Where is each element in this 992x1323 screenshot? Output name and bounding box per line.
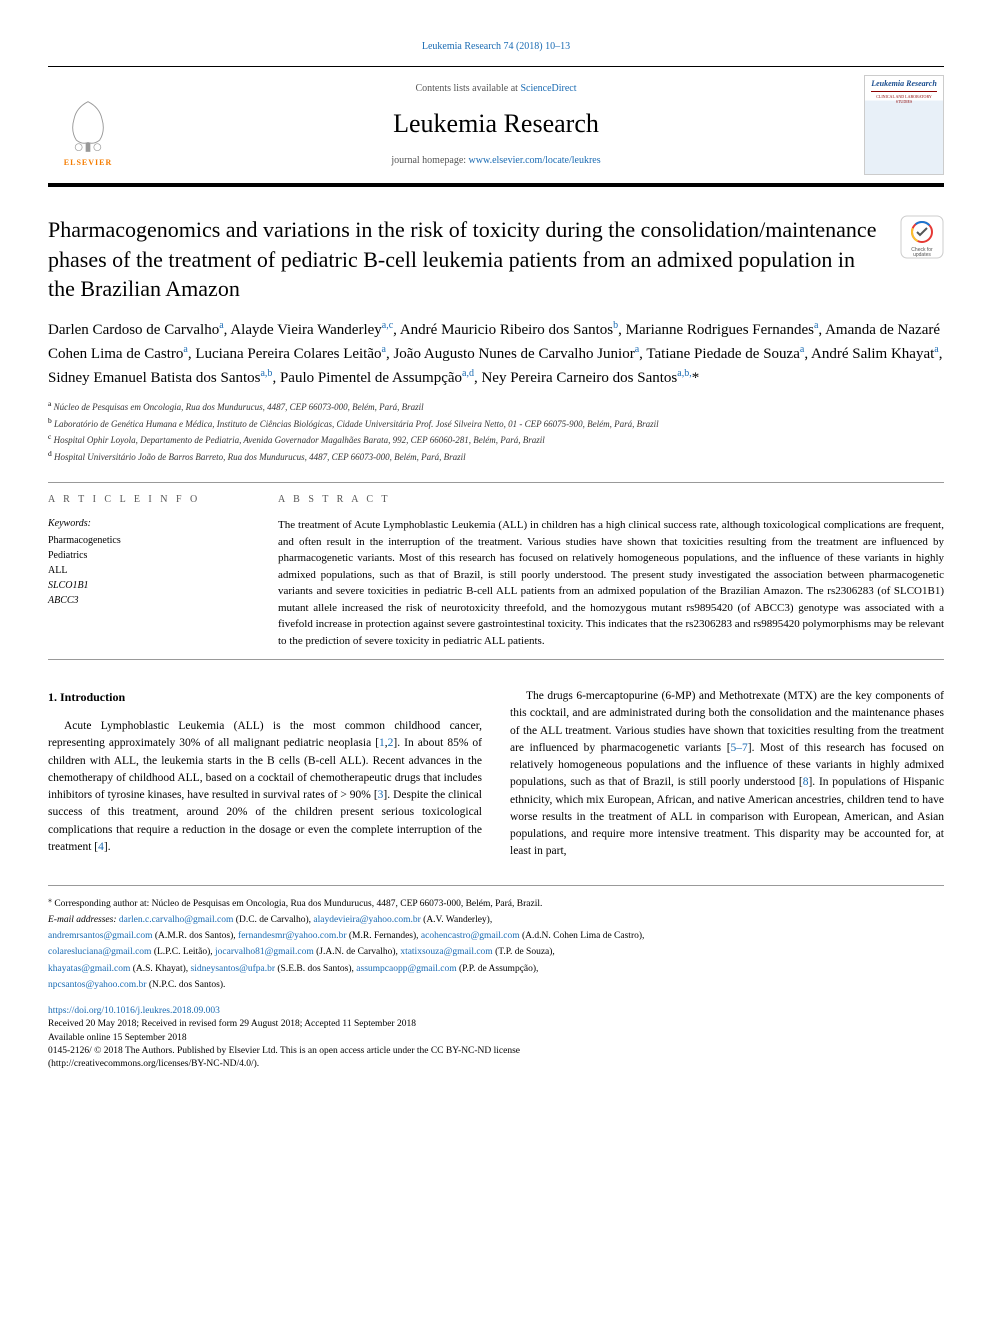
divider (48, 482, 944, 483)
keywords-list: PharmacogeneticsPediatricsALLSLCO1B1ABCC… (48, 533, 248, 608)
email-link[interactable]: jocarvalho81@gmail.com (215, 947, 314, 957)
email-link[interactable]: andremrsantos@gmail.com (48, 931, 153, 941)
journal-cover-thumbnail[interactable]: Leukemia Research CLINICAL AND LABORATOR… (864, 75, 944, 175)
crossmark-badge[interactable]: Check for updates (900, 215, 944, 259)
journal-title: Leukemia Research (128, 106, 864, 142)
body-section: 1. Introduction Acute Lymphoblastic Leuk… (48, 688, 944, 861)
journal-citation-link[interactable]: Leukemia Research 74 (2018) 10–13 (422, 41, 570, 52)
license-url: (http://creativecommons.org/licenses/BY-… (48, 1058, 944, 1071)
info-abstract-row: A R T I C L E I N F O Keywords: Pharmaco… (48, 493, 944, 649)
email-link[interactable]: colaresluciana@gmail.com (48, 947, 151, 957)
journal-citation: Leukemia Research 74 (2018) 10–13 (48, 40, 944, 54)
abstract-label: A B S T R A C T (278, 493, 944, 507)
homepage-line: journal homepage: www.elsevier.com/locat… (128, 154, 864, 168)
elsevier-logo[interactable]: ELSEVIER (48, 80, 128, 170)
homepage-link[interactable]: www.elsevier.com/locate/leukres (469, 155, 601, 166)
email-link[interactable]: khayatas@gmail.com (48, 964, 130, 974)
email-addresses: colaresluciana@gmail.com (L.P.C. Leitão)… (48, 945, 944, 959)
email-link[interactable]: npcsantos@yahoo.com.br (48, 980, 146, 990)
svg-text:updates: updates (913, 252, 931, 258)
body-columns: 1. Introduction Acute Lymphoblastic Leuk… (48, 688, 944, 861)
header-center: Contents lists available at ScienceDirec… (128, 82, 864, 168)
keywords-label: Keywords: (48, 517, 248, 531)
email-link[interactable]: alaydevieira@yahoo.com.br (313, 915, 420, 925)
crossmark-icon: Check for updates (900, 215, 944, 259)
email-addresses: npcsantos@yahoo.com.br (N.P.C. dos Santo… (48, 978, 944, 992)
contents-line: Contents lists available at ScienceDirec… (128, 82, 864, 96)
abstract-text: The treatment of Acute Lymphoblastic Leu… (278, 517, 944, 649)
article-info-label: A R T I C L E I N F O (48, 493, 248, 507)
article-info: A R T I C L E I N F O Keywords: Pharmaco… (48, 493, 248, 649)
doi-link[interactable]: https://doi.org/10.1016/j.leukres.2018.0… (48, 1006, 220, 1016)
section-heading: 1. Introduction (48, 688, 482, 706)
corresponding-author: ⁎ Corresponding author at: Núcleo de Pes… (48, 894, 944, 911)
affiliations: a Núcleo de Pesquisas em Oncologia, Rua … (48, 398, 944, 464)
authors-list: Darlen Cardoso de Carvalhoa, Alayde Viei… (48, 318, 944, 390)
email-addresses: andremrsantos@gmail.com (A.M.R. dos Sant… (48, 929, 944, 943)
title-row: Pharmacogenomics and variations in the r… (48, 215, 944, 304)
sciencedirect-link[interactable]: ScienceDirect (520, 83, 576, 94)
email-link[interactable]: darlen.c.carvalho@gmail.com (119, 915, 234, 925)
email-link[interactable]: xtatixsouza@gmail.com (400, 947, 492, 957)
doi: https://doi.org/10.1016/j.leukres.2018.0… (48, 1004, 944, 1018)
ref-link[interactable]: 5–7 (731, 742, 748, 754)
journal-header: ELSEVIER Contents lists available at Sci… (48, 66, 944, 187)
divider (48, 659, 944, 660)
body-paragraph: The drugs 6-mercaptopurine (6-MP) and Me… (510, 688, 944, 861)
email-addresses: E-mail addresses: darlen.c.carvalho@gmai… (48, 913, 944, 927)
available-date: Available online 15 September 2018 (48, 1032, 944, 1045)
elsevier-tree-icon (53, 95, 123, 155)
article-page: Leukemia Research 74 (2018) 10–13 ELSEVI… (0, 0, 992, 1102)
body-paragraph: Acute Lymphoblastic Leukemia (ALL) is th… (48, 718, 482, 856)
cover-title: Leukemia Research (871, 80, 937, 92)
email-link[interactable]: assumpcaopp@gmail.com (356, 964, 456, 974)
copyright-line: 0145-2126/ © 2018 The Authors. Published… (48, 1045, 944, 1058)
email-link[interactable]: acohencastro@gmail.com (421, 931, 520, 941)
cover-subtitle: CLINICAL AND LABORATORY STUDIES (869, 94, 939, 105)
abstract-column: A B S T R A C T The treatment of Acute L… (278, 493, 944, 649)
article-footer: ⁎ Corresponding author at: Núcleo de Pes… (48, 885, 944, 1072)
email-link[interactable]: sidneysantos@ufpa.br (191, 964, 275, 974)
received-dates: Received 20 May 2018; Received in revise… (48, 1018, 944, 1031)
article-title: Pharmacogenomics and variations in the r… (48, 215, 900, 304)
elsevier-label: ELSEVIER (64, 157, 112, 168)
email-link[interactable]: fernandesmr@yahoo.com.br (238, 931, 346, 941)
email-addresses: khayatas@gmail.com (A.S. Khayat), sidney… (48, 962, 944, 976)
